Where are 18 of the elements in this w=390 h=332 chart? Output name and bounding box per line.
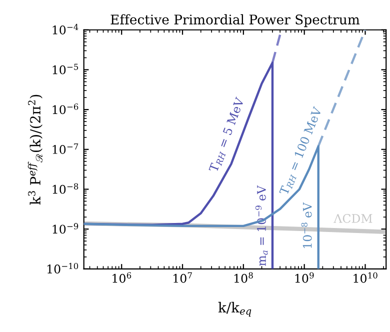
x-tick-label: 10$^{8}$	[234, 272, 253, 283]
x-tick-label: 10$^{6}$	[112, 272, 132, 283]
x-axis-title: k/k$_{eq}$	[218, 302, 252, 317]
y-tick-label: 10$^{−9}$	[52, 223, 78, 234]
y-tick-label: 10$^{−6}$	[52, 104, 78, 114]
text: T$_{RH}$ = 100 MeV	[278, 106, 324, 196]
chart-title: Effective Primordial Power Spectrum	[110, 14, 360, 28]
y-tick-label: 10$^{−10}$	[47, 262, 78, 274]
annotation: 10$^{−8}$ eV	[301, 202, 312, 248]
y-axis-title: k$^{3}$ P$^{eff}$$_{ℛ}$(k)/(2π$^{2}$)	[28, 94, 43, 205]
x-tick-label: 10$^{7}$	[174, 272, 192, 283]
y-tick-label: 10$^{−5}$	[52, 64, 78, 74]
y-tick-label: 10$^{−8}$	[52, 183, 78, 194]
y-tick-label: 10$^{−7}$	[52, 143, 78, 154]
y-tick-label: 10$^{−4}$	[52, 24, 78, 34]
x-tick-label: 10$^{9}$	[295, 272, 314, 283]
x-tick-label: 10$^{10}$	[354, 272, 378, 283]
text: T$_{RH}$ = 5 MeV	[208, 96, 246, 174]
